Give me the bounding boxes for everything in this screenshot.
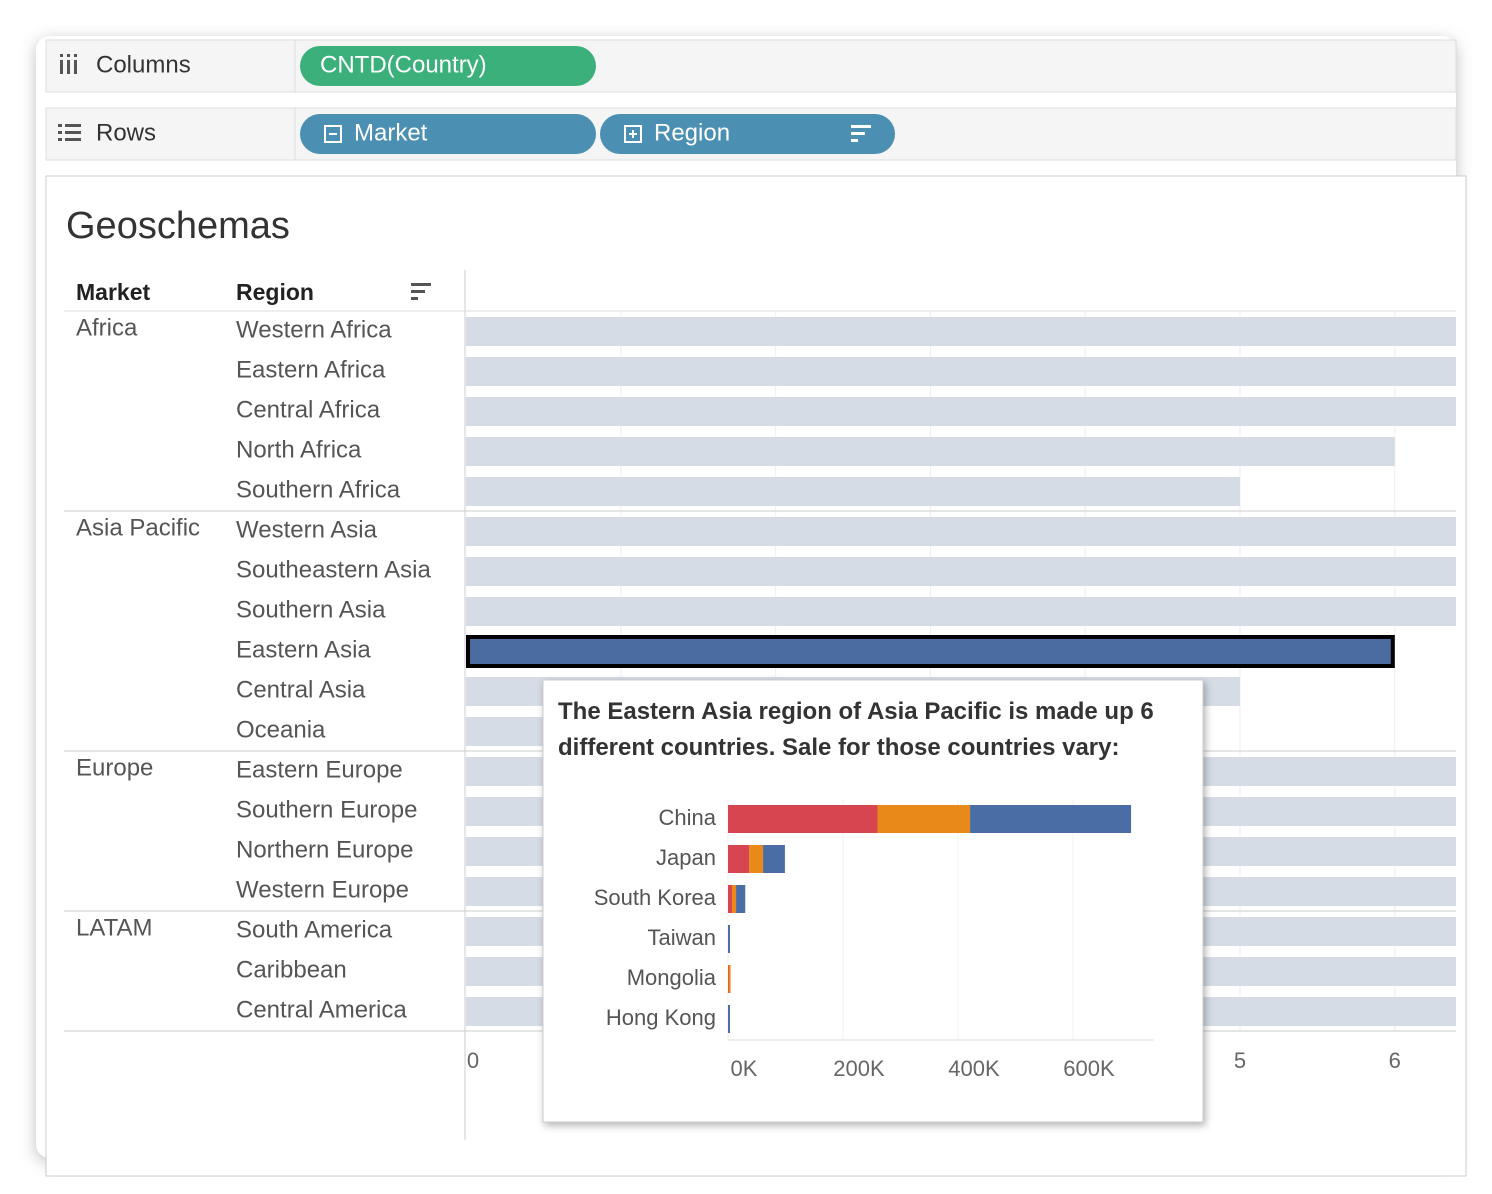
bar-segment [728, 885, 733, 913]
category-label: China [659, 805, 717, 830]
pill[interactable] [600, 114, 895, 154]
region-label: Southern Africa [236, 476, 401, 503]
tooltip-box [542, 679, 1204, 1123]
region-label: North Africa [236, 436, 362, 463]
bar [466, 397, 1456, 426]
rows-icon [58, 124, 81, 141]
chart-title: Geoschemas [66, 205, 290, 247]
bar [466, 557, 1456, 586]
pill-label[interactable]: Market [354, 119, 428, 146]
region-label: Central Asia [236, 676, 366, 703]
bar [466, 597, 1456, 626]
region-label: Western Asia [236, 516, 378, 543]
region-label: Southern Asia [236, 596, 386, 623]
region-label: Oceania [236, 716, 326, 743]
bar-segment [763, 845, 785, 873]
bar-segment [736, 885, 746, 913]
bar [466, 477, 1240, 506]
bar-segment [732, 885, 737, 913]
pill[interactable] [300, 114, 596, 154]
sort-icon [851, 125, 871, 142]
columns-icon [60, 54, 77, 74]
market-label: Africa [76, 314, 138, 341]
region-label: South America [236, 916, 393, 943]
x-tick-label: 6 [1389, 1048, 1401, 1073]
bar-segment [728, 965, 731, 993]
region-label: Central America [236, 996, 407, 1023]
sort-icon[interactable] [411, 283, 431, 300]
bar [466, 357, 1456, 386]
x-tick-label: 0 [467, 1048, 479, 1073]
region-label: Northern Europe [236, 836, 413, 863]
expand-icon [624, 125, 642, 143]
x-tick-label: 200K [833, 1056, 885, 1081]
category-label: Japan [656, 845, 716, 870]
shelf-label: Rows [96, 119, 156, 146]
category-label: South Korea [594, 885, 717, 910]
bar [466, 517, 1456, 546]
bar-segment [728, 925, 730, 953]
tooltip-title: The Eastern Asia region of Asia Pacific … [558, 698, 1154, 761]
collapse-icon [324, 125, 342, 143]
tooltip: The Eastern Asia region of Asia Pacific … [542, 679, 1204, 1123]
x-tick-label: 5 [1234, 1048, 1246, 1073]
shelf-label: Columns [96, 51, 191, 78]
bar-segment [749, 845, 764, 873]
bar-segment [970, 805, 1132, 833]
x-tick-label: 0K [731, 1056, 758, 1081]
column-header: Market [76, 279, 150, 305]
bar-segment [728, 845, 750, 873]
region-label: Eastern Europe [236, 756, 403, 783]
column-header: Region [236, 279, 314, 305]
region-label: Eastern Asia [236, 636, 371, 663]
region-label: Eastern Africa [236, 356, 386, 383]
bar-segment [728, 805, 878, 833]
region-label: Caribbean [236, 956, 347, 983]
pill-label[interactable]: CNTD(Country) [320, 51, 487, 78]
bar [466, 437, 1395, 466]
category-label: Taiwan [648, 925, 716, 950]
region-label: Central Africa [236, 396, 381, 423]
columns-shelf [45, 39, 1457, 93]
region-label: Western Europe [236, 876, 409, 903]
x-tick-label: 600K [1063, 1056, 1115, 1081]
market-label: LATAM [76, 914, 152, 941]
category-label: Hong Kong [606, 1005, 716, 1030]
pill[interactable] [300, 46, 596, 86]
bar-segment [877, 805, 971, 833]
region-label: Southern Europe [236, 796, 417, 823]
region-label: Western Africa [236, 316, 392, 343]
market-label: Europe [76, 754, 153, 781]
tooltip-text-box: The Eastern Asia region of Asia Pacific … [558, 698, 1154, 761]
pill-label[interactable]: Region [654, 119, 730, 146]
category-label: Mongolia [627, 965, 717, 990]
bar-segment [728, 1005, 730, 1033]
x-tick-label: 400K [948, 1056, 1000, 1081]
market-label: Asia Pacific [76, 514, 200, 541]
region-label: Southeastern Asia [236, 556, 431, 583]
bar-selected [466, 635, 1395, 668]
bar [466, 317, 1456, 346]
